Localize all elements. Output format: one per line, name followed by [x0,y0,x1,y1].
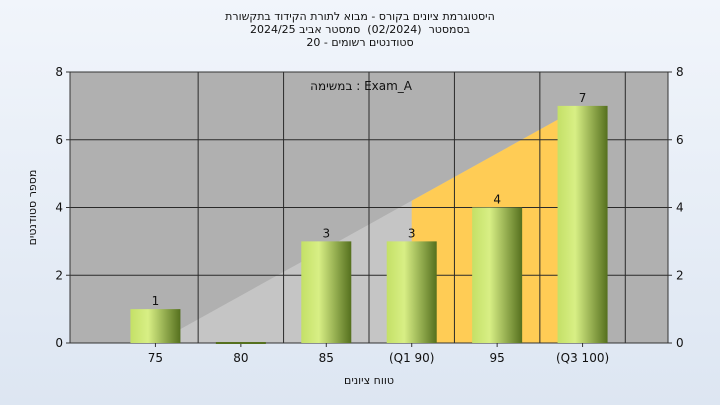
bar [130,309,181,343]
bars [130,105,608,344]
bar [472,207,523,343]
bar [301,241,352,343]
x-axis-title: טווח ציונים [344,374,394,387]
y-tick-label-right: 6 [676,133,684,147]
y-tick-label-right: 0 [676,336,684,350]
chart-title-line-2: בסמסטר (02/2024) סמסטר אביב 2024/25 [249,23,471,36]
x-tick-label: 95 [490,351,505,365]
x-tick-label: (Q3 100) [556,351,609,365]
y-tick-label-left: 0 [55,336,63,350]
exam-annotation: במשימה : Exam_A [310,79,413,93]
chart-title-line-3: סטודנטים רשומים - 20 [306,36,414,49]
bar-value-label: 3 [322,226,330,240]
y-tick-label-left: 8 [55,65,63,79]
bar-value-label: 4 [493,193,501,207]
y-tick-label-right: 4 [676,201,684,215]
axes: 0 0 2 2 4 4 6 6 8 8 75 80 85 (Q1 90) 95 (Q3 100) [55,65,683,365]
y-axis-title: מספר סטודנטים [26,170,39,246]
y-tick-label-right: 2 [676,268,684,282]
bar [557,105,608,343]
y-tick-label-left: 6 [55,133,63,147]
bar-value-label: 1 [152,294,160,308]
x-tick-label: 75 [148,351,163,365]
y-tick-label-right: 8 [676,65,684,79]
bar-value-label: 3 [408,226,416,240]
chart-title-line-1: היסטוגרמת ציונים בקורס - מבוא לתורת הקיד… [225,10,495,23]
x-tick-label: 85 [319,351,334,365]
x-tick-label: 80 [233,351,248,365]
x-tick-label: (Q1 90) [389,351,435,365]
y-tick-label-left: 2 [55,268,63,282]
data-labels: 1 3 3 4 7 [152,91,587,308]
y-tick-label-left: 4 [55,201,63,215]
bar [386,241,437,343]
bar-value-label: 7 [579,91,587,105]
